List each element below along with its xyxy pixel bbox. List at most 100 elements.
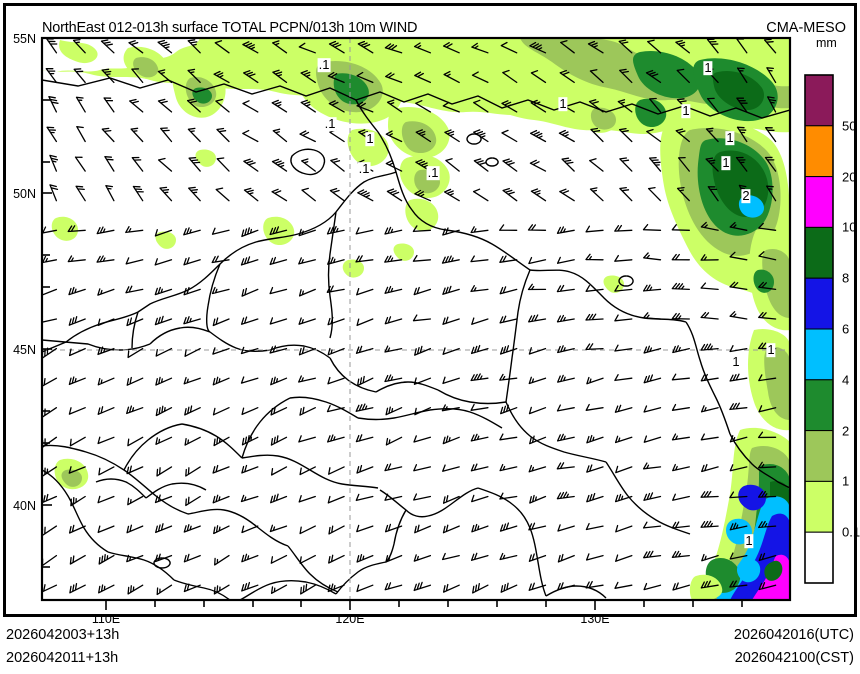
wind-barb [241,407,259,416]
wind-barb [241,553,259,563]
wind-barb [385,406,403,416]
wind-barb [241,581,259,592]
wind-barb [585,253,604,261]
wind-barb [68,524,86,534]
wind-barb [299,554,316,564]
wind-barb [240,316,259,325]
wind-barb [706,97,719,113]
wind-barb [412,254,432,262]
wind-barb [586,492,604,503]
wind-barb [67,225,86,233]
wind-barb [300,99,316,113]
wind-barb [470,552,489,561]
wind-barb [758,311,777,320]
wind-barb [68,466,86,474]
wind-barb [97,346,115,356]
wind-barb [327,495,345,504]
wind-barb [729,281,748,291]
wind-barb [442,524,460,534]
wind-barb [412,225,432,233]
wind-barb [327,434,345,443]
wind-barb [42,493,58,504]
wind-barb [614,224,633,232]
colorbar-tick-1: 1 [842,473,850,489]
wind-barb [215,98,230,113]
wind-barb [671,224,690,231]
wind-barb [97,436,115,445]
wind-barb [729,251,748,261]
wind-barb [68,316,86,326]
wind-barb [125,257,144,265]
wind-barb [585,343,604,351]
wind-barb [154,553,173,563]
wind-barb [327,71,345,84]
wind-barb [155,436,173,445]
colorbar-segment-white [804,531,834,584]
wind-barb [557,345,575,354]
wind-barb [384,316,403,325]
wind-barb [183,553,201,563]
wind-barb [558,129,575,143]
wind-barb [355,255,374,263]
wind-barb [298,346,316,356]
wind-barb [413,581,432,592]
wind-barb [212,494,230,504]
wind-barb [213,584,230,595]
wind-barb [356,287,374,296]
wind-barb [643,345,662,354]
wind-barb [671,550,690,558]
wind-barb [213,436,230,447]
wind-barb [155,376,173,386]
wind-barb [527,283,547,291]
wind-barb [413,554,432,562]
wind-barb [356,553,374,563]
wind-barb [643,405,662,413]
wind-barb [672,345,690,354]
wind-barb [618,127,633,143]
wind-barb [700,520,719,528]
wind-barb [589,187,604,202]
wind-barb [96,226,115,235]
wind-barb [100,39,115,54]
wind-barb [617,99,633,113]
colorbar-segment-purple [804,74,834,127]
wind-barb [671,253,690,261]
wind-barb [212,347,230,355]
wind-barb [270,493,288,504]
wind-barb [101,68,115,84]
wind-barb [758,281,777,291]
wind-barb [49,184,59,202]
wind-barb [103,97,115,113]
wind-barb [470,255,489,263]
wind-barb [502,69,518,84]
colorbar-tick-2: 2 [842,423,850,439]
wind-barb [707,186,719,202]
wind-barb [442,316,460,325]
wind-barb [648,157,662,172]
wind-barb [442,495,460,504]
wind-barb [127,347,144,359]
wind-barb [157,98,173,113]
wind-barb [556,462,575,470]
wind-barb [272,69,288,84]
wind-barb [328,525,345,535]
wind-barb [559,188,575,202]
wind-barb [356,464,374,474]
wind-barb [528,406,547,415]
wind-barb [528,314,547,323]
wind-barb [125,285,144,294]
wind-barb [384,493,403,501]
wind-barb [672,493,690,501]
wind-barb [42,584,58,593]
wind-barb [384,43,403,54]
wind-barb [69,582,86,594]
x-axis-tick-130e: 130E [580,612,610,626]
footer-valid-cst: 2026042100(CST) [734,650,854,666]
footer-init-utc: 2026042003+13h [6,627,120,643]
wind-barb [271,158,288,172]
wind-barb [700,373,719,382]
wind-barb [443,188,460,202]
wind-barb [212,376,230,386]
wind-barb [187,68,201,84]
wind-barb [300,583,316,595]
